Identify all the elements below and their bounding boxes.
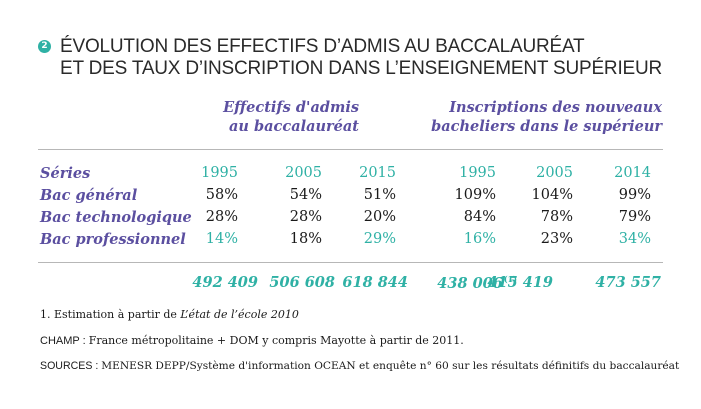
title-line-2: ET DES TAUX D’INSCRIPTION DANS L’ENSEIGN…	[60, 58, 663, 79]
top-rule	[38, 149, 663, 150]
year-header: 2015	[359, 165, 396, 181]
bottom-rule	[38, 262, 663, 263]
group-header-admis: Effectifs d'admis au baccalauréat	[223, 98, 359, 136]
sources-label: SOURCES :	[40, 360, 102, 372]
total-value: 438 006	[437, 274, 503, 292]
champ-text: France métropolitaine + DOM y compris Ma…	[88, 334, 464, 347]
group-header-admis-line1: Effectifs d'admis	[223, 99, 359, 116]
footnote-1-text: 1. Estimation à partir de	[40, 308, 181, 321]
total-cell: 506 608	[269, 274, 335, 291]
table-cell: 16%	[463, 231, 496, 247]
footnote-1-source-title: L’état de l’école 2010	[180, 308, 299, 321]
figure-number-badge: 2	[38, 40, 51, 53]
row-label-bac-general: Bac général	[40, 187, 138, 204]
sources-text: MENESR DEPP/Système d'information OCEAN …	[101, 360, 680, 372]
year-header: 1995	[459, 165, 496, 181]
table-cell: 29%	[363, 231, 396, 247]
champ-note: CHAMP : France métropolitaine + DOM y co…	[40, 334, 464, 347]
footnote-marker: (1)	[503, 274, 517, 284]
group-header-inscriptions-line1: Inscriptions des nouveaux	[449, 99, 662, 116]
table-cell: 23%	[540, 231, 573, 247]
group-header-admis-line2: au baccalauréat	[229, 118, 359, 135]
row-label-bac-professionnel: Bac professionnel	[40, 231, 186, 248]
table-cell: 51%	[363, 187, 396, 203]
total-cell: 492 409	[192, 274, 258, 291]
series-header: Séries	[40, 165, 91, 182]
champ-label: CHAMP :	[40, 335, 89, 347]
total-cell: 473 557	[595, 274, 661, 291]
table-cell: 104%	[531, 187, 573, 203]
group-header-inscriptions-line2: bacheliers dans le supérieur	[431, 118, 662, 135]
year-header: 2005	[285, 165, 322, 181]
table-cell: 54%	[289, 187, 322, 203]
year-header: 2005	[536, 165, 573, 181]
title-line-1: ÉVOLUTION DES EFFECTIFS D’ADMIS AU BACCA…	[60, 36, 585, 57]
table-cell: 79%	[618, 209, 651, 225]
table-cell: 14%	[205, 231, 238, 247]
table-cell: 58%	[205, 187, 238, 203]
table-cell: 34%	[618, 231, 651, 247]
total-cell: 415 419	[487, 274, 553, 291]
sources-note: SOURCES : MENESR DEPP/Système d'informat…	[40, 360, 679, 372]
table-cell: 99%	[618, 187, 651, 203]
group-header-inscriptions: Inscriptions des nouveaux bacheliers dan…	[431, 98, 662, 136]
year-header: 1995	[201, 165, 238, 181]
table-cell: 84%	[463, 209, 496, 225]
table-cell: 18%	[289, 231, 322, 247]
table-cell: 28%	[289, 209, 322, 225]
row-label-bac-technologique: Bac technologique	[40, 209, 192, 226]
total-cell: 618 844	[342, 274, 408, 291]
total-cell-with-footnote: 438 006(1)	[407, 274, 517, 292]
table-cell: 20%	[363, 209, 396, 225]
table-cell: 78%	[540, 209, 573, 225]
footnote-1: 1. Estimation à partir de L’état de l’éc…	[40, 308, 299, 321]
table-cell: 109%	[454, 187, 496, 203]
year-header: 2014	[614, 165, 651, 181]
table-cell: 28%	[205, 209, 238, 225]
